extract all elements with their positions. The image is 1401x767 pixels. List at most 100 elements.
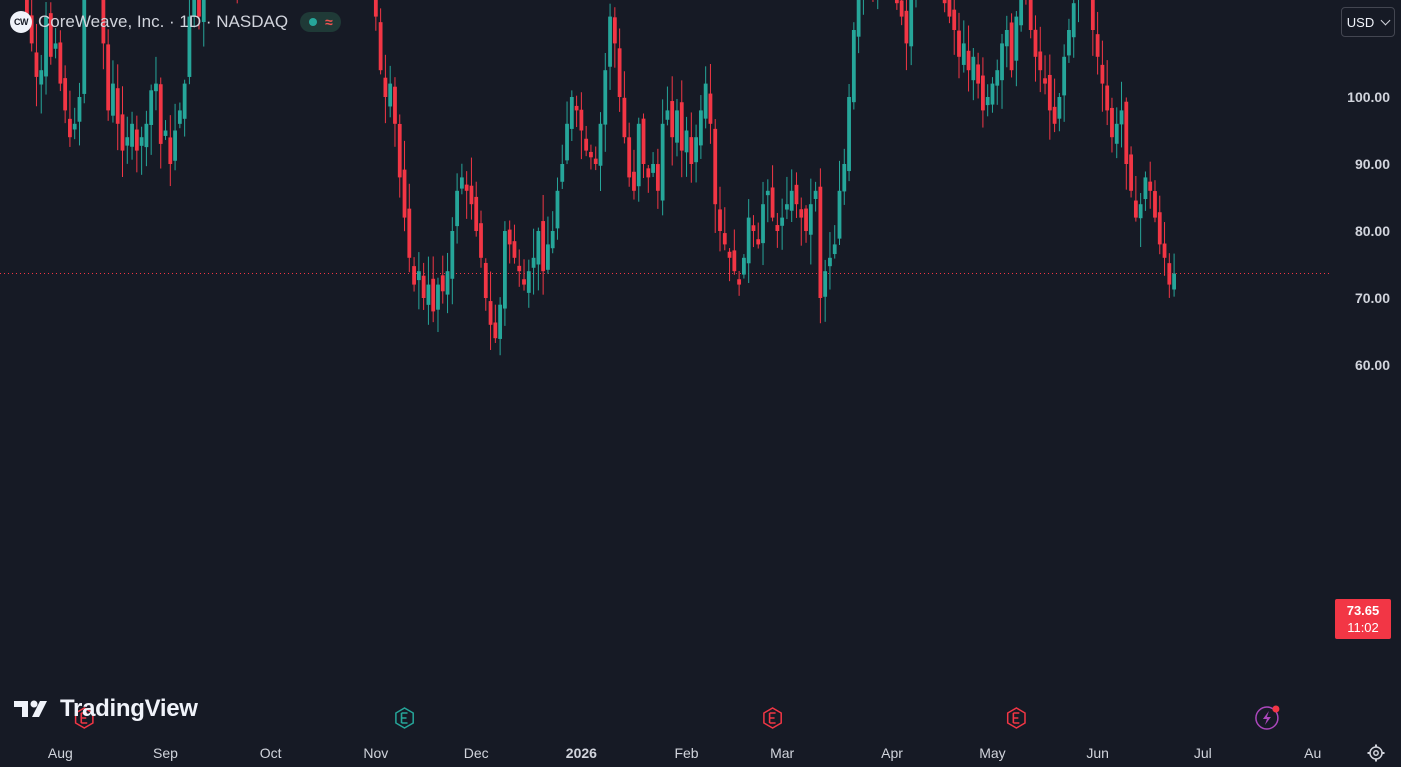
- settings-gear-icon[interactable]: [1366, 743, 1386, 763]
- candle-body: [1090, 0, 1095, 30]
- candle-body: [708, 93, 713, 124]
- candle: [154, 56, 158, 111]
- candle-body: [507, 229, 512, 245]
- candles-layer: [25, 0, 1176, 356]
- price-tick-label: 100.00: [1347, 89, 1390, 105]
- candle-body: [1019, 0, 1024, 26]
- symbol-title[interactable]: CoreWeave, Inc. · 1D · NASDAQ: [38, 12, 289, 31]
- candle: [125, 116, 130, 164]
- candle: [373, 0, 378, 31]
- candle: [431, 256, 436, 323]
- candle-body: [72, 123, 77, 130]
- candle: [589, 144, 593, 170]
- candle: [1100, 40, 1105, 112]
- price-tick-label: 90.00: [1355, 156, 1390, 172]
- candle: [1019, 0, 1024, 32]
- candle: [894, 0, 899, 10]
- candle: [436, 277, 440, 333]
- candle-body: [130, 123, 134, 147]
- candle-body: [450, 231, 455, 279]
- candle: [493, 304, 498, 343]
- earnings-marker-icon[interactable]: [763, 707, 782, 729]
- candle: [1114, 107, 1119, 159]
- candle-body: [459, 177, 464, 189]
- currency-select[interactable]: USD: [1341, 7, 1395, 37]
- candle: [1157, 195, 1162, 255]
- candle-body: [1067, 30, 1071, 56]
- chevron-down-icon: [1380, 15, 1391, 26]
- candle: [187, 0, 192, 85]
- candle-body: [373, 0, 378, 17]
- time-tick-label: Jun: [1086, 745, 1109, 761]
- candle: [765, 179, 770, 223]
- candle-body: [679, 102, 684, 151]
- candle-body: [158, 84, 163, 144]
- candle: [675, 98, 679, 157]
- candle: [679, 80, 684, 178]
- candle-body: [1014, 16, 1019, 61]
- candle: [995, 59, 1000, 105]
- earnings-marker-icon[interactable]: [74, 707, 94, 729]
- candle-body: [1057, 97, 1062, 119]
- candle: [703, 66, 708, 129]
- candle: [416, 252, 421, 310]
- candle-body: [1167, 263, 1172, 285]
- candle: [985, 84, 990, 117]
- candle: [847, 83, 851, 182]
- candle-body: [115, 88, 120, 124]
- candle-body: [1133, 200, 1138, 218]
- candle: [689, 112, 694, 183]
- candle: [522, 259, 526, 291]
- candle-body: [995, 70, 1000, 86]
- time-tick-label: May: [979, 745, 1005, 761]
- candle-body: [201, 0, 206, 23]
- candle-body: [761, 204, 765, 244]
- candle-body: [111, 83, 115, 116]
- candle-body: [393, 86, 397, 124]
- candle: [182, 79, 187, 137]
- candle: [877, 0, 879, 10]
- candle: [636, 117, 641, 202]
- candle-body: [154, 83, 158, 92]
- candle: [780, 198, 785, 250]
- candle: [1153, 180, 1157, 223]
- lightning-event-icon[interactable]: [1255, 705, 1280, 730]
- candle-body: [1153, 191, 1157, 218]
- tradingview-logo[interactable]: TradingView: [14, 695, 198, 723]
- price-axis[interactable]: 60.0070.0080.0090.00100.00110.00120.0013…: [1347, 0, 1390, 373]
- candle-body: [192, 0, 197, 17]
- candle-body: [474, 196, 479, 231]
- candle: [63, 65, 68, 124]
- candle: [555, 177, 560, 240]
- candle: [646, 164, 651, 193]
- candle-body: [479, 223, 483, 258]
- earnings-marker-icon[interactable]: [1006, 707, 1026, 729]
- earnings-marker-icon[interactable]: [395, 707, 414, 729]
- candle: [469, 157, 474, 220]
- candle-body: [670, 101, 675, 138]
- candle-body: [197, 0, 201, 17]
- time-axis[interactable]: Aug Sep Oct Nov Dec 2026 Feb Mar Apr May Jun Jul Au: [48, 745, 1321, 761]
- candle: [111, 60, 115, 123]
- candle-body: [182, 83, 187, 119]
- candle-body: [1162, 243, 1167, 258]
- candle: [670, 76, 675, 166]
- candle: [990, 77, 995, 113]
- candle: [742, 254, 746, 279]
- candle-body: [383, 77, 388, 97]
- candle: [899, 0, 904, 26]
- candle: [29, 0, 34, 52]
- candle: [48, 2, 53, 65]
- candle: [799, 197, 804, 246]
- candle-body: [655, 164, 660, 191]
- market-status[interactable]: ≈: [300, 12, 341, 32]
- candle: [1028, 0, 1033, 39]
- candle-body: [976, 64, 981, 84]
- candle-body: [746, 217, 751, 264]
- candle-body: [608, 16, 612, 67]
- candle-body: [63, 78, 68, 111]
- candle-body: [584, 138, 589, 151]
- candle-body: [675, 110, 679, 143]
- candle-body: [1047, 74, 1052, 111]
